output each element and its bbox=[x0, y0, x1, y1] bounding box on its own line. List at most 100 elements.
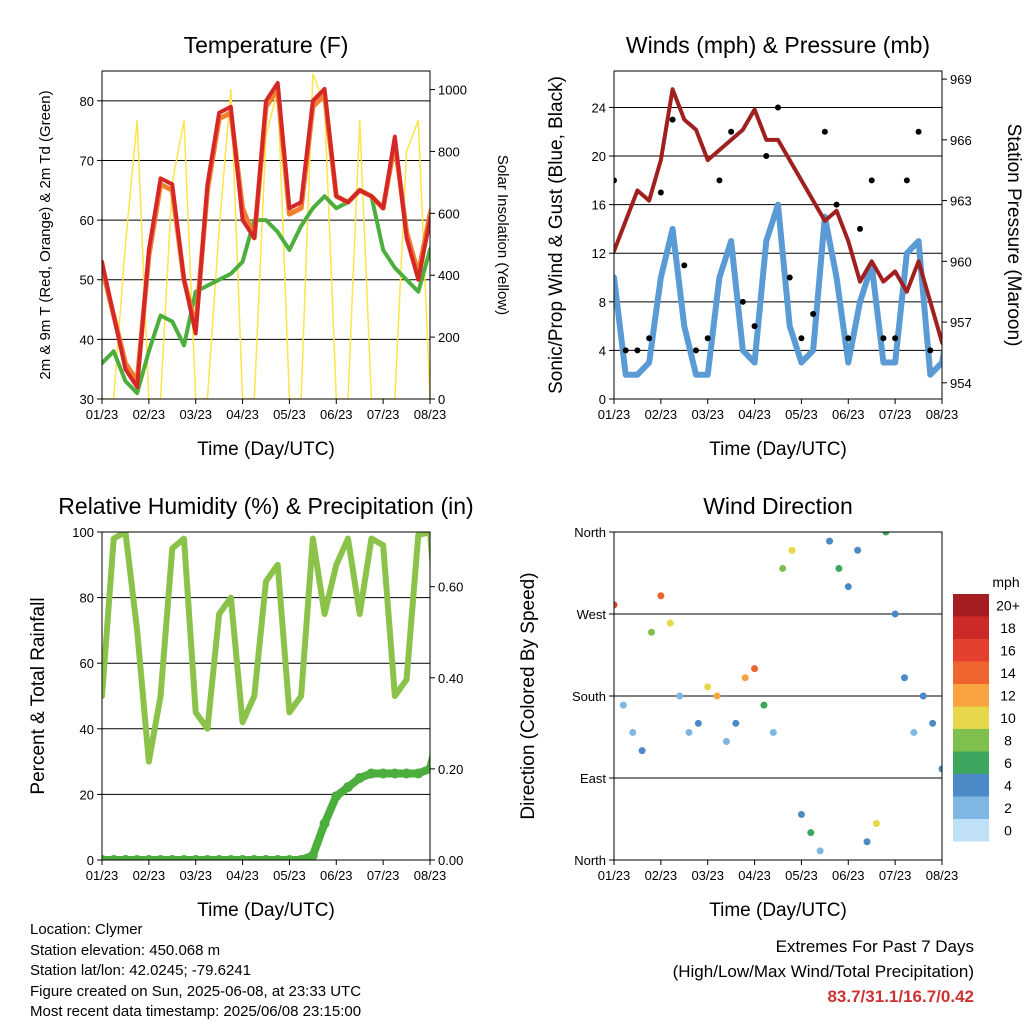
precip-point bbox=[272, 855, 283, 860]
gust-point bbox=[833, 201, 840, 208]
precip-point bbox=[214, 855, 225, 860]
y-tick-label: 80 bbox=[80, 591, 94, 606]
gust-point bbox=[915, 128, 922, 135]
y-right-tick-label: 963 bbox=[950, 194, 972, 209]
direction-point bbox=[910, 728, 918, 736]
colorbar-label: 2 bbox=[1004, 800, 1012, 816]
gust-point bbox=[728, 128, 735, 135]
x-tick-label: 03/23 bbox=[691, 407, 724, 422]
y-tick-label: 0 bbox=[599, 392, 606, 407]
x-tick-label: 01/23 bbox=[598, 868, 631, 883]
direction-point bbox=[732, 719, 740, 727]
x-tick-label: 06/23 bbox=[320, 407, 353, 422]
x-tick-label: 08/23 bbox=[926, 407, 959, 422]
y-tick-label: North bbox=[574, 525, 606, 540]
direction-point bbox=[891, 610, 899, 618]
y-tick-label: 4 bbox=[599, 343, 606, 358]
x-tick-label: 08/23 bbox=[414, 868, 447, 883]
direction-point bbox=[676, 692, 684, 700]
direction-point bbox=[779, 564, 787, 572]
direction-point bbox=[844, 583, 852, 591]
x-tick-label: 07/23 bbox=[879, 868, 912, 883]
y-right-tick-label: 1000 bbox=[438, 83, 467, 98]
direction-point bbox=[666, 619, 674, 627]
colorbar-swatch bbox=[953, 819, 989, 842]
gust-point bbox=[892, 335, 899, 342]
wind-speed-series bbox=[614, 201, 942, 378]
direction-point bbox=[769, 728, 777, 736]
precip-point bbox=[389, 768, 400, 779]
y-axis-label: 2m & 9m T (Red, Orange) & 2m Td (Green) bbox=[37, 90, 54, 379]
direction-point bbox=[872, 820, 880, 828]
gust-point bbox=[646, 335, 653, 342]
y-axis-label: Direction (Colored By Speed) bbox=[518, 572, 539, 819]
y-tick-label: West bbox=[577, 607, 607, 622]
precip-point bbox=[331, 791, 342, 802]
precip-point bbox=[296, 855, 307, 860]
gust-point bbox=[704, 335, 711, 342]
gust-point bbox=[927, 347, 934, 354]
x-tick-label: 05/23 bbox=[273, 868, 306, 883]
y-tick-label: East bbox=[580, 771, 606, 786]
plot-area bbox=[614, 532, 942, 855]
gust-point bbox=[798, 335, 805, 342]
colorbar-swatch bbox=[953, 774, 989, 797]
gust-point bbox=[716, 177, 723, 184]
precip-point bbox=[155, 855, 166, 860]
chart-title: Winds (mph) & Pressure (mb) bbox=[626, 32, 930, 58]
gust-point bbox=[634, 347, 641, 354]
y-right-tick-label: 954 bbox=[950, 376, 972, 391]
x-tick-label: 05/23 bbox=[785, 868, 818, 883]
gust-point bbox=[622, 347, 629, 354]
x-tick-label: 01/23 bbox=[86, 868, 119, 883]
y-tick-label: 24 bbox=[592, 100, 606, 115]
x-tick-label: 02/23 bbox=[645, 868, 678, 883]
precip-point bbox=[366, 768, 377, 779]
y-right-tick-label: 966 bbox=[950, 133, 972, 148]
y-right-tick-label: 600 bbox=[438, 206, 460, 221]
gust-point bbox=[751, 323, 758, 330]
x-axis-label: Time (Day/UTC) bbox=[709, 439, 847, 460]
y-tick-label: 60 bbox=[80, 656, 94, 671]
precip-point bbox=[378, 768, 389, 779]
y-tick-label: 60 bbox=[80, 213, 94, 228]
colorbar-swatch bbox=[953, 729, 989, 752]
gust-point bbox=[857, 225, 863, 232]
x-tick-label: 07/23 bbox=[879, 407, 912, 422]
precip-point bbox=[413, 768, 424, 779]
x-tick-label: 03/23 bbox=[691, 868, 724, 883]
precip-point bbox=[425, 763, 430, 774]
plot-frame bbox=[613, 70, 943, 400]
y-right-tick-label: 400 bbox=[438, 268, 460, 283]
y-right-tick-label: 0.00 bbox=[438, 853, 463, 868]
x-tick-label: 04/23 bbox=[226, 407, 259, 422]
y-right-tick-label: 0 bbox=[438, 392, 445, 407]
x-tick-label: 07/23 bbox=[367, 407, 400, 422]
precip-point bbox=[437, 718, 447, 728]
x-axis-label: Time (Day/UTC) bbox=[197, 439, 335, 460]
y-right-tick-label: 0.60 bbox=[438, 580, 463, 595]
direction-point bbox=[882, 532, 890, 536]
x-tick-label: 04/23 bbox=[738, 868, 771, 883]
direction-point bbox=[938, 765, 942, 773]
colorbar-unit: mph bbox=[992, 574, 1019, 590]
gust-point bbox=[962, 153, 968, 159]
direction-point bbox=[863, 838, 871, 846]
gust-point bbox=[786, 274, 793, 281]
direction-point bbox=[614, 601, 618, 609]
location-text: Location: Clymer bbox=[30, 921, 143, 938]
y-right-tick-label: 969 bbox=[950, 72, 972, 87]
precip-point bbox=[284, 855, 295, 860]
direction-point bbox=[816, 847, 824, 855]
colorbar-swatch bbox=[953, 661, 989, 684]
direction-point bbox=[741, 674, 749, 682]
direction-point bbox=[657, 592, 665, 600]
gust-point bbox=[657, 189, 664, 196]
recent-timestamp-text: Most recent data timestamp: 2025/06/08 2… bbox=[30, 1003, 362, 1020]
colorbar-label: 10 bbox=[1000, 710, 1016, 726]
colorbar-label: 20+ bbox=[996, 597, 1020, 613]
precip-point bbox=[132, 855, 143, 860]
colorbar-label: 18 bbox=[1000, 620, 1016, 636]
direction-point bbox=[722, 738, 730, 746]
